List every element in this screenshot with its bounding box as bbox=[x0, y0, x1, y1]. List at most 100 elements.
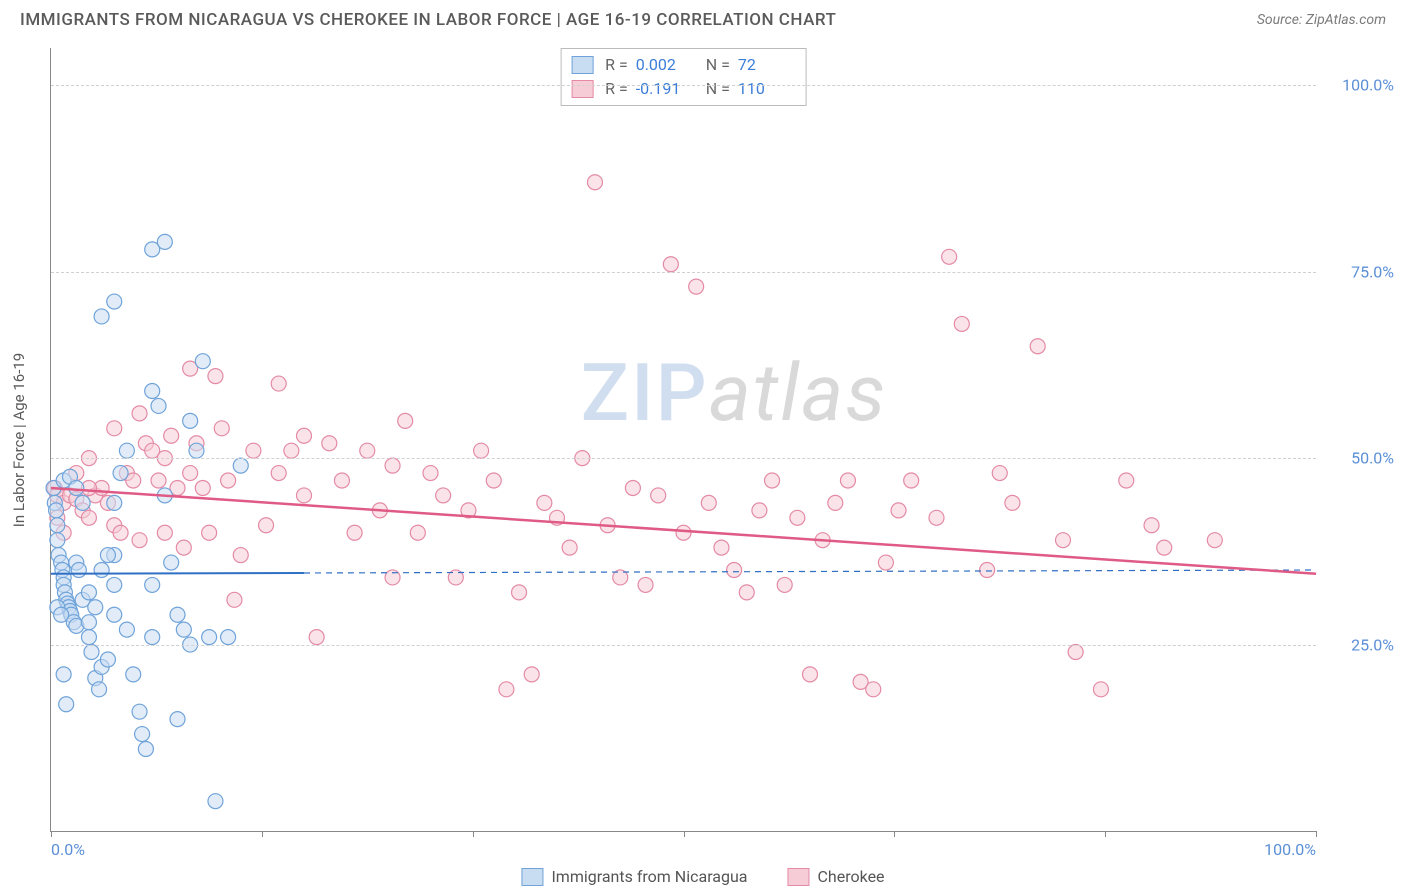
data-point bbox=[663, 257, 678, 272]
stats-legend-box: R = 0.002 N = 72 R = -0.191 N = 110 bbox=[560, 48, 807, 106]
data-point bbox=[423, 466, 438, 481]
scatter-svg bbox=[51, 48, 1316, 831]
data-point bbox=[347, 525, 362, 540]
data-point bbox=[81, 510, 96, 525]
data-point bbox=[145, 384, 160, 399]
data-point bbox=[221, 473, 236, 488]
data-point bbox=[259, 518, 274, 533]
data-point bbox=[151, 398, 166, 413]
data-point bbox=[50, 518, 65, 533]
stat-n-label-2: N = bbox=[706, 77, 730, 101]
data-point bbox=[360, 443, 375, 458]
data-point bbox=[246, 443, 261, 458]
chart-title: IMMIGRANTS FROM NICARAGUA VS CHEROKEE IN… bbox=[20, 10, 836, 30]
data-point bbox=[189, 443, 204, 458]
data-point bbox=[126, 667, 141, 682]
data-point bbox=[88, 600, 103, 615]
data-point bbox=[524, 667, 539, 682]
data-point bbox=[151, 473, 166, 488]
data-point bbox=[790, 510, 805, 525]
data-point bbox=[135, 727, 150, 742]
gridline-h bbox=[51, 458, 1316, 459]
header: IMMIGRANTS FROM NICARAGUA VS CHEROKEE IN… bbox=[0, 0, 1406, 38]
gridline-h bbox=[51, 645, 1316, 646]
data-point bbox=[587, 175, 602, 190]
data-point bbox=[334, 473, 349, 488]
data-point bbox=[904, 473, 919, 488]
data-point bbox=[81, 615, 96, 630]
data-point bbox=[195, 354, 210, 369]
data-point bbox=[942, 249, 957, 264]
data-point bbox=[107, 577, 122, 592]
data-point bbox=[891, 503, 906, 518]
data-point bbox=[625, 480, 640, 495]
data-point bbox=[214, 421, 229, 436]
stats-row-series1: R = 0.002 N = 72 bbox=[571, 53, 796, 77]
data-point bbox=[94, 309, 109, 324]
data-point bbox=[113, 466, 128, 481]
data-point bbox=[385, 458, 400, 473]
stat-n-label: N = bbox=[706, 53, 730, 77]
data-point bbox=[486, 473, 501, 488]
data-point bbox=[284, 443, 299, 458]
data-point bbox=[164, 428, 179, 443]
data-point bbox=[69, 480, 84, 495]
data-point bbox=[297, 428, 312, 443]
data-point bbox=[170, 712, 185, 727]
xtick bbox=[894, 831, 895, 837]
data-point bbox=[195, 480, 210, 495]
data-point bbox=[164, 555, 179, 570]
data-point bbox=[840, 473, 855, 488]
data-point bbox=[537, 495, 552, 510]
data-point bbox=[208, 369, 223, 384]
legend-item-series1: Immigrants from Nicaragua bbox=[521, 867, 747, 886]
data-point bbox=[107, 495, 122, 510]
data-point bbox=[309, 630, 324, 645]
data-point bbox=[1068, 645, 1083, 660]
swatch-series2 bbox=[571, 80, 593, 98]
data-point bbox=[562, 540, 577, 555]
data-point bbox=[803, 667, 818, 682]
data-point bbox=[651, 488, 666, 503]
data-point bbox=[638, 577, 653, 592]
legend-bottom: Immigrants from Nicaragua Cherokee bbox=[521, 867, 884, 886]
data-point bbox=[50, 533, 65, 548]
ytick-label: 50.0% bbox=[1324, 449, 1394, 468]
data-point bbox=[208, 794, 223, 809]
data-point bbox=[119, 622, 134, 637]
data-point bbox=[56, 667, 71, 682]
data-point bbox=[113, 525, 128, 540]
data-point bbox=[474, 443, 489, 458]
data-point bbox=[138, 741, 153, 756]
data-point bbox=[176, 540, 191, 555]
data-point bbox=[980, 563, 995, 578]
data-point bbox=[739, 585, 754, 600]
data-point bbox=[727, 563, 742, 578]
data-point bbox=[271, 376, 286, 391]
legend-item-series2: Cherokee bbox=[788, 867, 885, 886]
data-point bbox=[49, 503, 64, 518]
xtick bbox=[684, 831, 685, 837]
data-point bbox=[92, 682, 107, 697]
data-point bbox=[499, 682, 514, 697]
data-point bbox=[689, 279, 704, 294]
data-point bbox=[1030, 339, 1045, 354]
data-point bbox=[436, 488, 451, 503]
data-point bbox=[107, 421, 122, 436]
data-point bbox=[954, 316, 969, 331]
data-point bbox=[100, 548, 115, 563]
legend-swatch-2 bbox=[788, 868, 810, 886]
ytick-label: 100.0% bbox=[1324, 76, 1394, 95]
stat-r-value-1: 0.002 bbox=[636, 53, 694, 77]
data-point bbox=[119, 443, 134, 458]
stats-row-series2: R = -0.191 N = 110 bbox=[571, 77, 796, 101]
xtick bbox=[1316, 831, 1317, 837]
data-point bbox=[512, 585, 527, 600]
data-point bbox=[1157, 540, 1172, 555]
data-point bbox=[100, 652, 115, 667]
data-point bbox=[1056, 533, 1071, 548]
data-point bbox=[107, 294, 122, 309]
data-point bbox=[170, 607, 185, 622]
data-point bbox=[183, 466, 198, 481]
xtick bbox=[1105, 831, 1106, 837]
